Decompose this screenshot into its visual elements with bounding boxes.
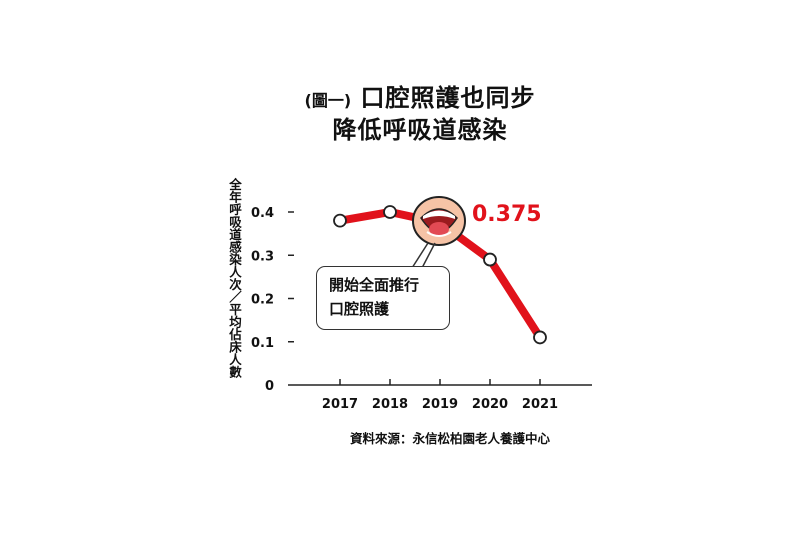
x-tick-label: 2017 <box>322 397 358 412</box>
data-point <box>383 205 397 219</box>
chart-subtitle: 降低呼吸道感染 <box>332 116 508 144</box>
x-tick-label: 2019 <box>422 397 458 412</box>
open-mouth-icon <box>412 196 466 246</box>
y-tick-label: 0.1 <box>251 336 274 351</box>
data-point <box>533 330 547 345</box>
callout-line-2: 口腔照護 <box>329 300 390 318</box>
x-tick-label: 2020 <box>472 397 508 412</box>
chart-title: (圖一) 口腔照護也同步 <box>250 78 590 113</box>
callout-pointer <box>421 242 436 269</box>
data-point <box>483 252 497 267</box>
callout-line-1: 開始全面推行 <box>329 276 420 294</box>
highlight-value-label: 0.375 <box>472 202 542 227</box>
y-tick-label: 0.4 <box>251 206 274 221</box>
chart-axes: 0 0.1 0.2 0.3 0.4 2017 2018 2019 2020 2021 <box>251 206 592 412</box>
title-main: 口腔照護也同步 <box>360 84 536 112</box>
y-tick-label: 0 <box>265 379 274 394</box>
source-note: 資料來源：永信松柏園老人養護中心 <box>349 431 550 446</box>
data-point <box>333 213 347 228</box>
callout-box: 開始全面推行 口腔照護 <box>316 266 450 330</box>
callout-pointer <box>411 242 429 269</box>
x-tick-label: 2018 <box>372 397 408 412</box>
title-prefix: (圖一) <box>304 91 352 110</box>
y-axis-label: 全年呼吸道感染人次／平均佔床人數 <box>227 178 242 378</box>
y-tick-label: 0.3 <box>251 249 274 264</box>
x-tick-label: 2021 <box>522 397 558 412</box>
y-tick-label: 0.2 <box>251 293 274 308</box>
